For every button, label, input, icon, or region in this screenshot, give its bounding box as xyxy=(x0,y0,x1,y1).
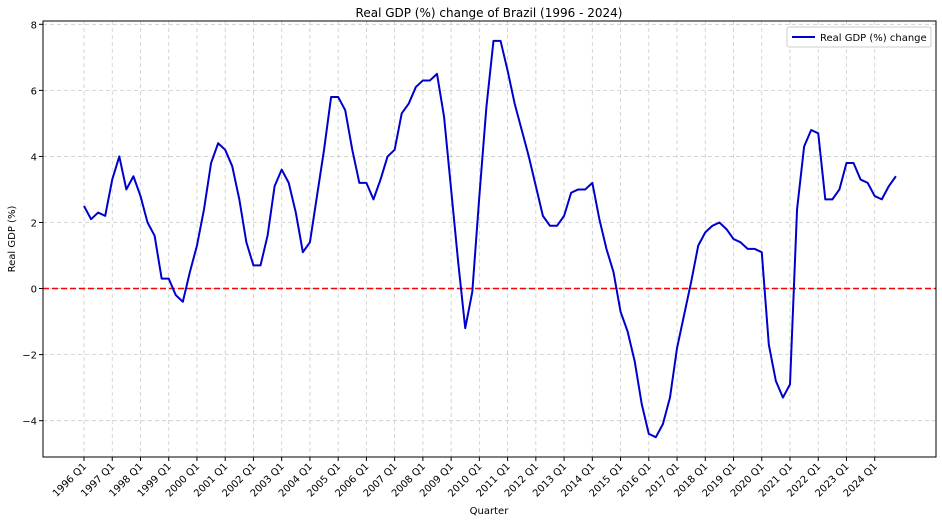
legend: Real GDP (%) change xyxy=(786,26,932,48)
y-tick-label: −4 xyxy=(22,417,37,428)
y-tick-label: −2 xyxy=(22,351,37,362)
y-tick-label: 8 xyxy=(31,20,37,31)
grid-lines xyxy=(43,21,936,457)
legend-label: Real GDP (%) change xyxy=(820,33,927,44)
chart-title: Real GDP (%) change of Brazil (1996 - 20… xyxy=(356,6,623,20)
y-axis-ticks: −4 −2 0 2 4 6 8 xyxy=(22,20,43,428)
x-axis-label: Quarter xyxy=(470,506,510,517)
y-tick-label: 4 xyxy=(31,152,37,163)
y-axis-label: Real GDP (%) xyxy=(7,206,18,273)
series-lines xyxy=(83,39,897,439)
y-tick-label: 6 xyxy=(31,86,37,97)
y-tick-label: 0 xyxy=(31,285,37,296)
y-tick-label: 2 xyxy=(31,218,37,229)
legend-box xyxy=(786,26,932,48)
plot-frame xyxy=(42,20,937,458)
gdp-series-line xyxy=(83,39,897,439)
